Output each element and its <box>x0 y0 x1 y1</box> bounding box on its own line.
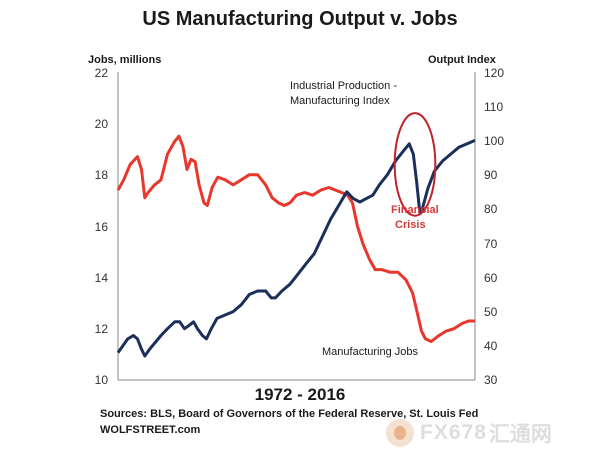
right-axis-label: Output Index <box>428 54 496 66</box>
left-tick-label: 22 <box>94 66 108 80</box>
right-tick-label: 30 <box>484 373 498 387</box>
left-tick-label: 12 <box>94 322 108 336</box>
watermark-cn-text: 汇通网 <box>488 423 552 446</box>
left-tick-label: 18 <box>94 168 108 182</box>
source-note: Sources: BLS, Board of Governors of the … <box>100 408 479 420</box>
crisis-label-line1: Financial <box>391 204 439 216</box>
left-axis-label: Jobs, millions <box>88 54 162 66</box>
watermark-text: FX678 <box>420 421 487 444</box>
watermark: FX678 汇通网 <box>386 418 552 448</box>
output-series-label-line1: Industrial Production - <box>290 80 397 92</box>
left-tick-label: 16 <box>94 220 108 234</box>
output-series-label-line2: Manufacturing Index <box>290 95 390 107</box>
brand-label: WOLFSTREET.com <box>100 424 201 436</box>
right-tick-label: 100 <box>484 134 505 148</box>
watermark-logo-icon <box>386 419 414 447</box>
right-tick-label: 90 <box>484 168 498 182</box>
right-tick-label: 120 <box>484 66 505 80</box>
crisis-highlight-ellipse <box>393 112 437 217</box>
output-series-line <box>116 139 476 358</box>
left-tick-label: 14 <box>94 271 108 285</box>
jobs-series-line <box>116 134 475 343</box>
right-tick-label: 50 <box>484 305 498 319</box>
right-tick-label: 70 <box>484 237 498 251</box>
jobs-series-label: Manufacturing Jobs <box>322 346 418 358</box>
right-tick-label: 110 <box>484 100 504 114</box>
chart-title: US Manufacturing Output v. Jobs <box>142 8 458 30</box>
period-label: 1972 - 2016 <box>254 385 346 404</box>
crisis-label-line2: Crisis <box>395 219 426 231</box>
left-tick-label: 10 <box>94 373 108 387</box>
right-tick-label: 60 <box>484 271 498 285</box>
right-tick-label: 40 <box>484 339 498 353</box>
right-tick-label: 80 <box>484 202 498 216</box>
left-tick-label: 20 <box>94 117 108 131</box>
